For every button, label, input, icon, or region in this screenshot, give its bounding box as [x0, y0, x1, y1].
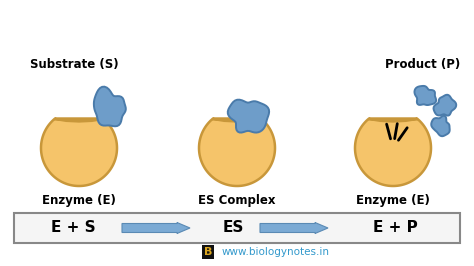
Polygon shape [199, 119, 275, 186]
Text: Enzyme (E): Enzyme (E) [42, 194, 116, 207]
Polygon shape [94, 87, 126, 126]
Text: Substrate (S): Substrate (S) [30, 58, 118, 71]
Text: ES Complex: ES Complex [198, 194, 276, 207]
Text: E + S: E + S [51, 221, 95, 235]
FancyArrow shape [122, 222, 190, 234]
Polygon shape [414, 86, 436, 105]
Text: B: B [204, 247, 212, 257]
Polygon shape [41, 119, 117, 186]
Text: Product (P): Product (P) [385, 58, 461, 71]
FancyBboxPatch shape [14, 213, 460, 243]
Polygon shape [431, 116, 450, 136]
FancyArrow shape [260, 222, 328, 234]
Polygon shape [434, 95, 456, 115]
Text: Enzyme (E): Enzyme (E) [356, 194, 430, 207]
Text: E + P: E + P [373, 221, 418, 235]
Polygon shape [228, 100, 269, 132]
Text: ES: ES [222, 221, 244, 235]
Polygon shape [355, 119, 431, 186]
Text: www.biologynotes.in: www.biologynotes.in [222, 247, 330, 257]
